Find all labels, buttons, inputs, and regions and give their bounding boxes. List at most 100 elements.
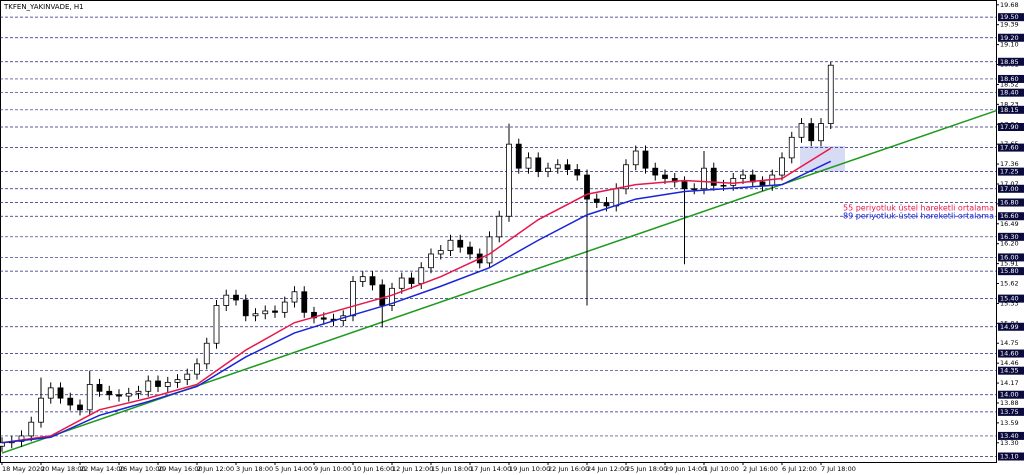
candle-body bbox=[379, 284, 386, 306]
candle-body bbox=[47, 387, 54, 399]
level-label: 18.60 bbox=[1000, 75, 1019, 83]
candle-body bbox=[359, 276, 366, 282]
candle-body bbox=[96, 384, 103, 392]
candle-body bbox=[252, 313, 259, 317]
level-box bbox=[998, 253, 1024, 262]
candle-body bbox=[57, 387, 64, 399]
x-tick-label: 20 May 18:00 bbox=[41, 465, 86, 473]
level-box bbox=[998, 184, 1024, 193]
candle-body bbox=[740, 174, 746, 179]
x-tick-label: 6 Jul 12:00 bbox=[782, 465, 817, 473]
candle-body bbox=[106, 390, 113, 396]
chart-title: TKFEN_YAKINVADE, H1 bbox=[3, 3, 84, 11]
x-tick-label: 2 Jul 16:00 bbox=[743, 465, 778, 473]
x-tick-label: 22 May 14:00 bbox=[80, 465, 125, 473]
candle-body bbox=[613, 188, 620, 207]
level-label: 15.40 bbox=[1000, 295, 1019, 303]
candle-body bbox=[145, 380, 152, 392]
candle-body bbox=[798, 123, 805, 138]
candle-body bbox=[574, 169, 581, 176]
candle-body bbox=[281, 301, 288, 313]
level-label: 15.80 bbox=[1000, 267, 1019, 275]
candle-body bbox=[584, 174, 590, 200]
x-tick-label: 15 Jun 18:00 bbox=[431, 465, 472, 473]
level-label: 14.60 bbox=[1000, 350, 1019, 358]
level-box bbox=[998, 366, 1024, 375]
candle-body bbox=[808, 123, 815, 142]
y-tick-label: 13.30 bbox=[1000, 439, 1019, 447]
candle-body bbox=[525, 157, 532, 169]
x-tick-label: 12 Jun 12:00 bbox=[392, 465, 433, 473]
x-tick-label: 5 Jun 14:00 bbox=[275, 465, 312, 473]
candle-body bbox=[467, 246, 473, 255]
candle-body bbox=[155, 380, 161, 387]
candle-body bbox=[116, 394, 122, 397]
level-box bbox=[998, 212, 1024, 221]
level-box bbox=[998, 122, 1024, 131]
candle-body bbox=[779, 157, 785, 176]
candle-body bbox=[827, 64, 834, 124]
candle-body bbox=[262, 310, 269, 315]
y-tick-label: 19.68 bbox=[1000, 1, 1019, 9]
candle-body bbox=[632, 150, 639, 166]
candle-body bbox=[496, 215, 503, 238]
candle-body bbox=[681, 181, 688, 190]
level-label: 17.60 bbox=[1000, 144, 1019, 152]
candle-body bbox=[291, 291, 298, 303]
candle-body bbox=[642, 150, 649, 169]
candle-body bbox=[506, 143, 512, 217]
level-label: 18.85 bbox=[1000, 58, 1019, 66]
candle-body bbox=[515, 143, 522, 169]
candle-body bbox=[272, 310, 278, 313]
candle-body bbox=[408, 277, 415, 284]
x-tick-label: 7 Jul 18:00 bbox=[821, 465, 856, 473]
candle-body bbox=[759, 181, 766, 186]
level-label: 16.30 bbox=[1000, 233, 1019, 241]
x-tick-label: 18 May 2020 bbox=[2, 465, 44, 473]
candle-body bbox=[720, 184, 727, 187]
level-label: 14.35 bbox=[1000, 367, 1019, 375]
x-tick-label: 2 Jun 12:00 bbox=[197, 465, 234, 473]
level-label: 16.80 bbox=[1000, 199, 1019, 207]
candle-body bbox=[203, 342, 210, 365]
legend-label: 55 periyotluk üstel hareketli ortalama bbox=[843, 204, 994, 213]
candle-body bbox=[242, 299, 249, 317]
y-tick-label: 19.10 bbox=[1000, 41, 1019, 49]
y-tick-label: 14.46 bbox=[1000, 359, 1019, 367]
level-label: 19.20 bbox=[1000, 34, 1019, 42]
candle-body bbox=[662, 174, 668, 179]
candle-body bbox=[701, 167, 707, 190]
candle-body bbox=[194, 363, 200, 375]
candle-body bbox=[184, 373, 191, 381]
y-tick-label: 15.33 bbox=[1000, 299, 1019, 307]
level-label: 16.60 bbox=[1000, 212, 1019, 220]
candle-body bbox=[125, 392, 132, 397]
y-tick-label: 16.49 bbox=[1000, 220, 1019, 228]
y-tick-label: 18.52 bbox=[1000, 80, 1019, 88]
level-box bbox=[998, 198, 1024, 207]
candle-body bbox=[18, 435, 25, 442]
level-label: 18.40 bbox=[1000, 89, 1019, 97]
level-label: 13.75 bbox=[1000, 408, 1019, 416]
level-label: 17.90 bbox=[1000, 123, 1019, 131]
level-box bbox=[998, 105, 1024, 114]
candle-body bbox=[593, 198, 600, 203]
candle-body bbox=[164, 381, 171, 387]
level-box bbox=[998, 33, 1024, 42]
y-tick-label: 19.39 bbox=[1000, 21, 1019, 29]
y-tick-label: 14.17 bbox=[1000, 379, 1019, 387]
candle-body bbox=[369, 276, 376, 286]
x-tick-label: 1 Jul 10:00 bbox=[704, 465, 739, 473]
candle-body bbox=[457, 239, 464, 248]
candle-body bbox=[691, 188, 698, 190]
level-label: 16.00 bbox=[1000, 253, 1019, 261]
level-label: 17.00 bbox=[1000, 185, 1019, 193]
candle-body bbox=[818, 123, 824, 142]
ema-line bbox=[1, 147, 832, 444]
level-box bbox=[998, 143, 1024, 152]
candle-body bbox=[233, 294, 239, 301]
y-tick-label: 17.07 bbox=[1000, 180, 1019, 188]
candle-body bbox=[77, 404, 83, 411]
